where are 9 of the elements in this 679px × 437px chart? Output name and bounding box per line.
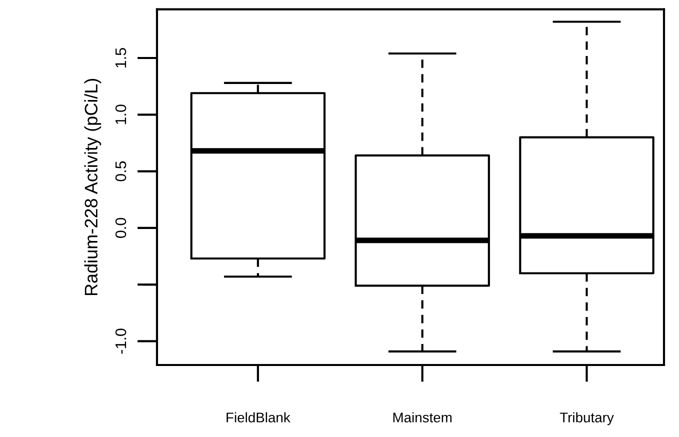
x-tick-label: Tributary xyxy=(560,412,614,426)
x-tick-label: FieldBlank xyxy=(226,412,290,422)
y-axis-title: Radium-228 Activity (pCi/L) xyxy=(84,78,102,296)
y-tick-label: 1.0 xyxy=(115,104,126,124)
y-tick-label: 1.5 xyxy=(116,48,126,68)
y-tick-label: 0.5 xyxy=(115,161,126,182)
x-tick-label: Mainstem xyxy=(393,412,452,422)
y-tick-label: 0.0 xyxy=(115,218,126,238)
y-tick-label: -1.0 xyxy=(115,328,126,354)
